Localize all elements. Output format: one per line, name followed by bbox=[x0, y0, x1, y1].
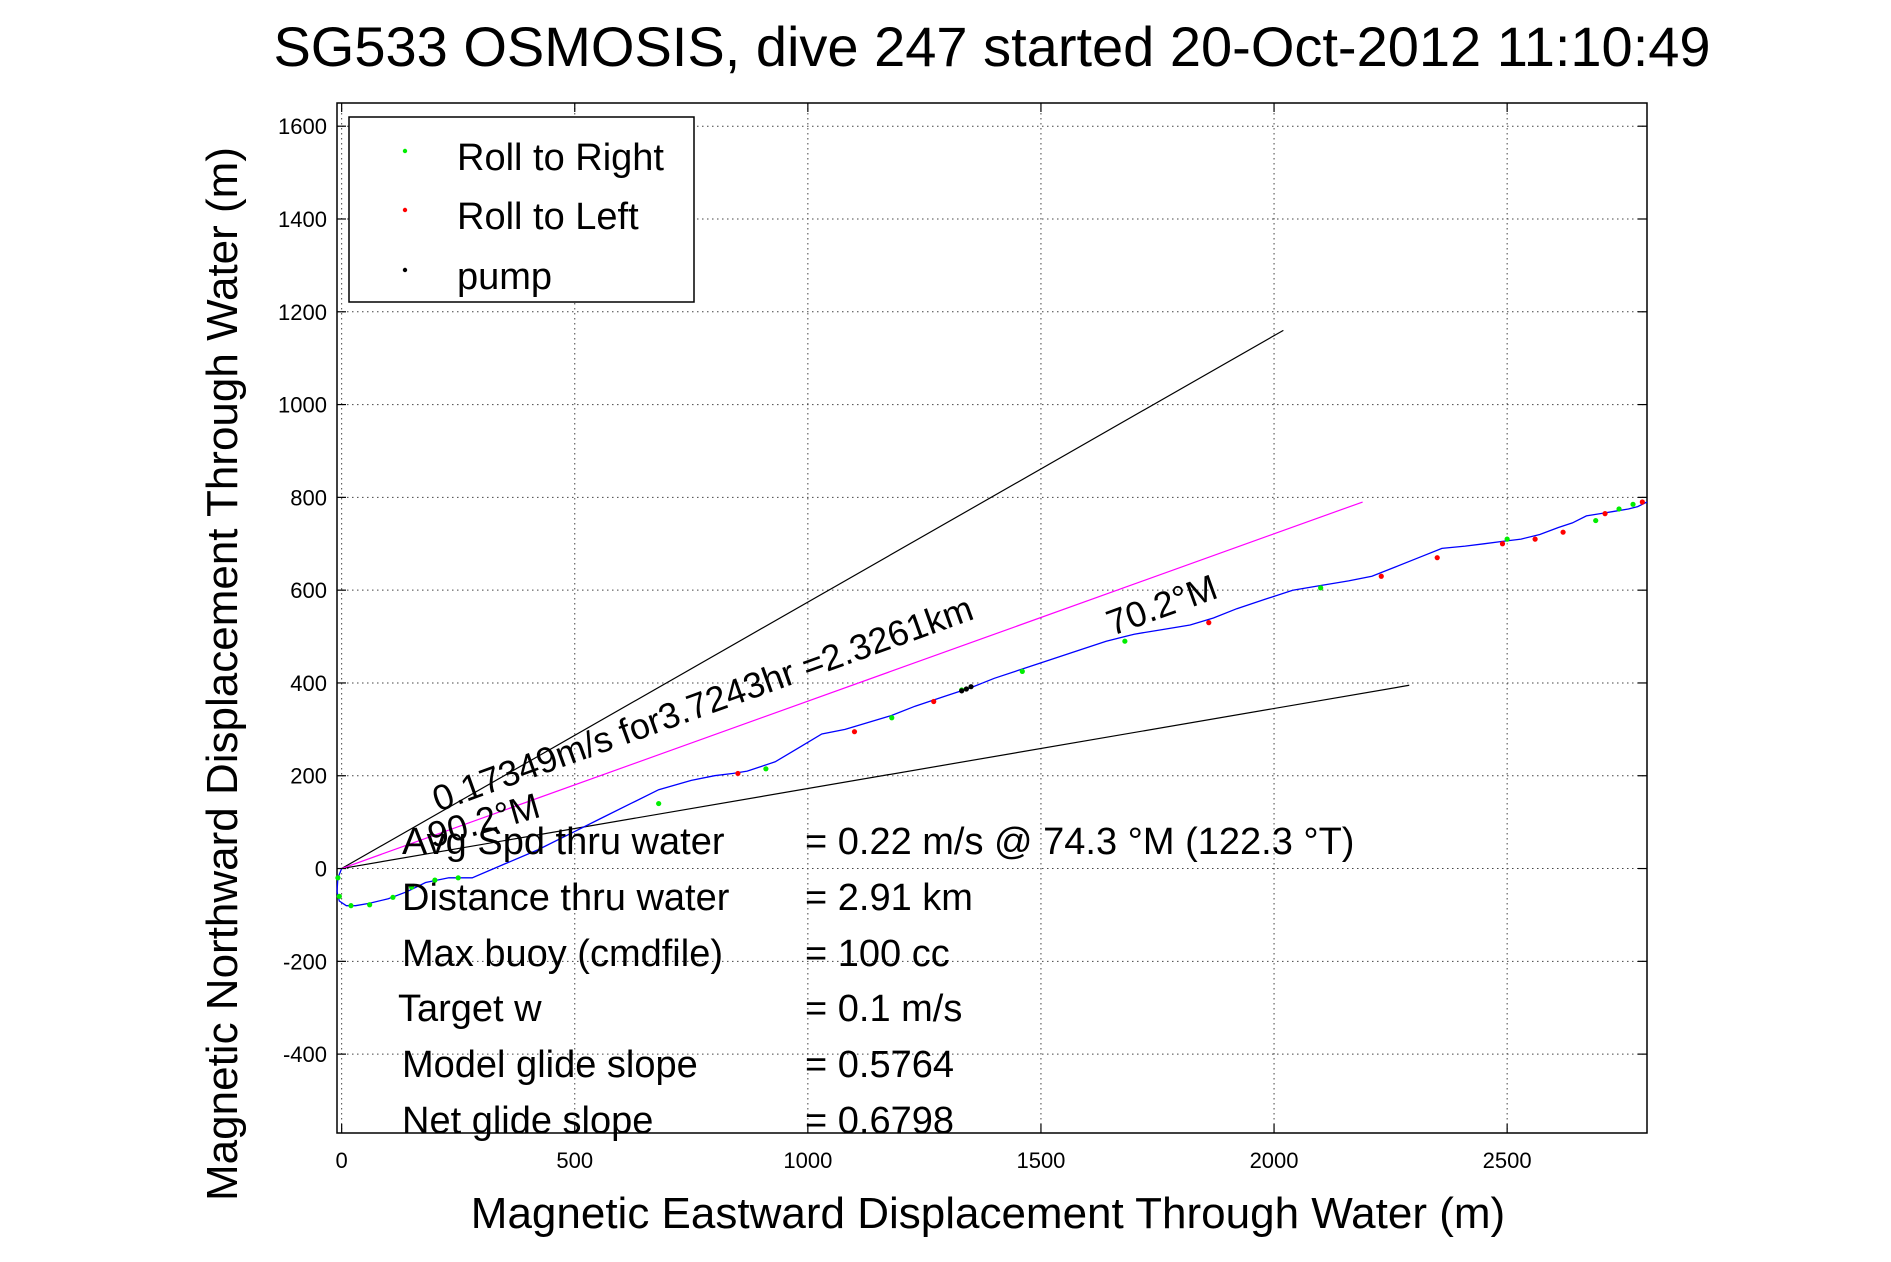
y-tick-label: -200 bbox=[283, 949, 327, 974]
points-layer bbox=[335, 499, 1645, 909]
y-tick-label: 600 bbox=[290, 578, 327, 603]
roll-left-point bbox=[1532, 536, 1538, 542]
stat-value-target-w: = 0.1 m/s bbox=[805, 988, 962, 1030]
roll-left-point bbox=[1560, 529, 1566, 535]
stat-label-distance: Distance thru water bbox=[402, 877, 730, 919]
pump-point bbox=[968, 684, 974, 690]
x-axis-label: Magnetic Eastward Displacement Through W… bbox=[471, 1189, 1505, 1238]
y-tick-label: 200 bbox=[290, 764, 327, 789]
roll-right-point bbox=[1504, 536, 1510, 542]
roll-left-point bbox=[1378, 573, 1384, 579]
legend: Roll to Right Roll to Left pump bbox=[348, 116, 695, 303]
roll-right-point bbox=[1122, 638, 1128, 644]
roll-right-point bbox=[1616, 506, 1622, 512]
roll-right-point bbox=[1593, 517, 1599, 524]
legend-label-roll-right: Roll to Right bbox=[457, 137, 664, 179]
roll-left-point bbox=[851, 729, 858, 735]
stat-value-model-glide: = 0.5764 bbox=[805, 1044, 954, 1086]
roll-left-point bbox=[1206, 620, 1212, 626]
stat-label-net-glide: Net glide slope bbox=[402, 1100, 653, 1142]
x-tick-label: 0 bbox=[336, 1148, 348, 1173]
roll-right-point bbox=[656, 800, 662, 807]
x-tick-label: 1500 bbox=[1016, 1148, 1065, 1173]
roll-right-point bbox=[408, 884, 415, 890]
roll-right-point bbox=[336, 893, 342, 899]
pump-point bbox=[963, 686, 969, 692]
x-tick-label: 1000 bbox=[783, 1148, 832, 1173]
stat-label-max-buoy: Max buoy (cmdfile) bbox=[402, 933, 723, 975]
legend-marker-roll-right bbox=[402, 148, 408, 154]
roll-right-point bbox=[1630, 501, 1636, 507]
y-tick-label: -400 bbox=[283, 1042, 327, 1067]
roll-right-point bbox=[1318, 585, 1324, 591]
stat-value-avg-spd: = 0.22 m/s @ 74.3 °M (122.3 °T) bbox=[805, 821, 1354, 863]
legend-marker-roll-left bbox=[402, 207, 408, 213]
heading-line bbox=[341, 501, 1363, 870]
y-tick-label: 400 bbox=[290, 671, 327, 696]
y-tick-label: 800 bbox=[290, 485, 327, 510]
legend-label-roll-left: Roll to Left bbox=[457, 196, 639, 238]
y-axis-label: Magnetic Northward Displacement Through … bbox=[198, 147, 247, 1201]
y-tick-label: 1200 bbox=[278, 300, 327, 325]
roll-right-point bbox=[432, 877, 438, 883]
legend-marker-pump bbox=[402, 267, 408, 273]
y-tick-label: 1000 bbox=[278, 393, 327, 418]
x-tick-label: 2000 bbox=[1250, 1148, 1299, 1173]
cone-line bbox=[341, 684, 1410, 870]
reference-lines bbox=[341, 329, 1410, 870]
pump-point bbox=[959, 688, 965, 694]
stat-value-net-glide: = 0.6798 bbox=[805, 1100, 954, 1142]
x-tick-label: 500 bbox=[556, 1148, 593, 1173]
stat-value-distance: = 2.91 km bbox=[805, 877, 973, 919]
stat-label-avg-spd: Avg Spd thru water bbox=[402, 821, 725, 863]
roll-left-point bbox=[1602, 511, 1608, 517]
roll-right-point bbox=[1019, 668, 1025, 674]
roll-left-point bbox=[1434, 555, 1440, 561]
roll-right-point bbox=[348, 903, 354, 909]
roll-right-point bbox=[335, 875, 341, 881]
roll-right-point bbox=[455, 875, 461, 881]
roll-left-point bbox=[1639, 499, 1645, 505]
chart-title: SG533 OSMOSIS, dive 247 started 20-Oct-2… bbox=[273, 15, 1710, 78]
y-tick-label: 1600 bbox=[278, 114, 327, 139]
stat-label-model-glide: Model glide slope bbox=[402, 1044, 698, 1086]
x-tick-label: 2500 bbox=[1483, 1148, 1532, 1173]
stat-label-target-w: Target w bbox=[398, 988, 542, 1030]
roll-right-point bbox=[889, 715, 895, 721]
roll-left-point bbox=[735, 770, 741, 777]
legend-label-pump: pump bbox=[457, 256, 552, 298]
y-tick-label: 0 bbox=[315, 857, 327, 882]
roll-right-point bbox=[390, 894, 396, 900]
stats-block: Avg Spd thru water = 0.22 m/s @ 74.3 °M … bbox=[398, 821, 1354, 1142]
roll-right-point bbox=[367, 902, 373, 908]
cone-line bbox=[341, 329, 1284, 870]
stat-value-max-buoy: = 100 cc bbox=[805, 933, 950, 975]
roll-left-point bbox=[1499, 541, 1506, 547]
tick-labels: 0 500 1000 1500 2000 2500 -400 -200 0 200 400 600 80… bbox=[278, 103, 1647, 1173]
roll-left-point bbox=[931, 698, 937, 705]
y-tick-label: 1400 bbox=[278, 207, 327, 232]
roll-right-point bbox=[763, 766, 769, 772]
